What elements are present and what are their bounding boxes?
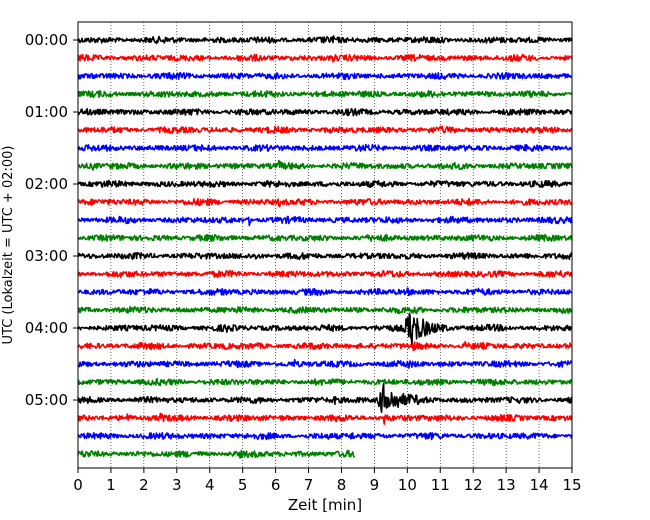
x-tick-label: 1: [106, 476, 116, 494]
y-tick-label: 03:00: [25, 247, 68, 265]
x-tick-label: 0: [73, 476, 83, 494]
x-tick-label: 2: [139, 476, 149, 494]
seismic-trace: [77, 159, 573, 171]
seismic-trace: [77, 90, 573, 99]
seismic-trace: [77, 431, 573, 441]
seismic-trace: [77, 215, 573, 227]
x-tick-label: 8: [337, 476, 347, 494]
seismic-trace: [77, 71, 573, 81]
seismic-trace: [77, 377, 573, 387]
seismic-trace: [77, 449, 356, 459]
y-axis-ticks: 00:00 01:00 02:00 03:00 04:00 05:00: [25, 31, 78, 409]
seismic-trace: [77, 143, 573, 152]
seismic-trace: [77, 108, 573, 117]
x-axis-label: Zeit [min]: [288, 496, 362, 514]
seismic-trace: [77, 35, 573, 45]
seismic-trace: [77, 269, 573, 279]
seismic-trace: [77, 53, 573, 63]
seismic-trace: [77, 382, 573, 414]
x-tick-label: 14: [530, 476, 549, 494]
seismic-trace: [77, 341, 573, 352]
x-tick-label: 4: [205, 476, 215, 494]
y-tick-label: 05:00: [25, 391, 68, 409]
x-tick-label: 7: [304, 476, 314, 494]
seismic-traces: [77, 35, 573, 459]
y-tick-label: 02:00: [25, 175, 68, 193]
x-tick-label: 15: [562, 476, 581, 494]
y-tick-label: 04:00: [25, 319, 68, 337]
seismic-trace: [77, 287, 573, 297]
x-tick-label: 13: [497, 476, 516, 494]
seismic-trace: [77, 233, 573, 242]
x-axis-ticks: 0 1 2 3 4 5 6 7 8 9 10 11 12 13 14 15: [73, 468, 582, 494]
y-tick-label: 01:00: [25, 103, 68, 121]
seismic-trace: [77, 125, 573, 135]
x-tick-label: 11: [431, 476, 450, 494]
seismic-trace: [77, 312, 573, 348]
seismic-trace: [77, 251, 573, 261]
seismic-trace: [77, 305, 573, 315]
seismic-trace: [77, 358, 573, 369]
x-tick-label: 12: [464, 476, 483, 494]
x-tick-label: 3: [172, 476, 182, 494]
x-tick-label: 9: [370, 476, 380, 494]
y-tick-label: 00:00: [25, 31, 68, 49]
plot-frame: [77, 21, 573, 469]
grid-lines: [110, 22, 540, 468]
x-tick-label: 10: [398, 476, 417, 494]
x-tick-label: 6: [271, 476, 281, 494]
seismic-trace: [77, 197, 573, 208]
y-axis-label: UTC (Lokalzeit = UTC + 02:00): [1, 146, 16, 345]
seismic-trace: [77, 412, 573, 425]
x-tick-label: 5: [238, 476, 248, 494]
seismic-trace: [77, 179, 573, 188]
